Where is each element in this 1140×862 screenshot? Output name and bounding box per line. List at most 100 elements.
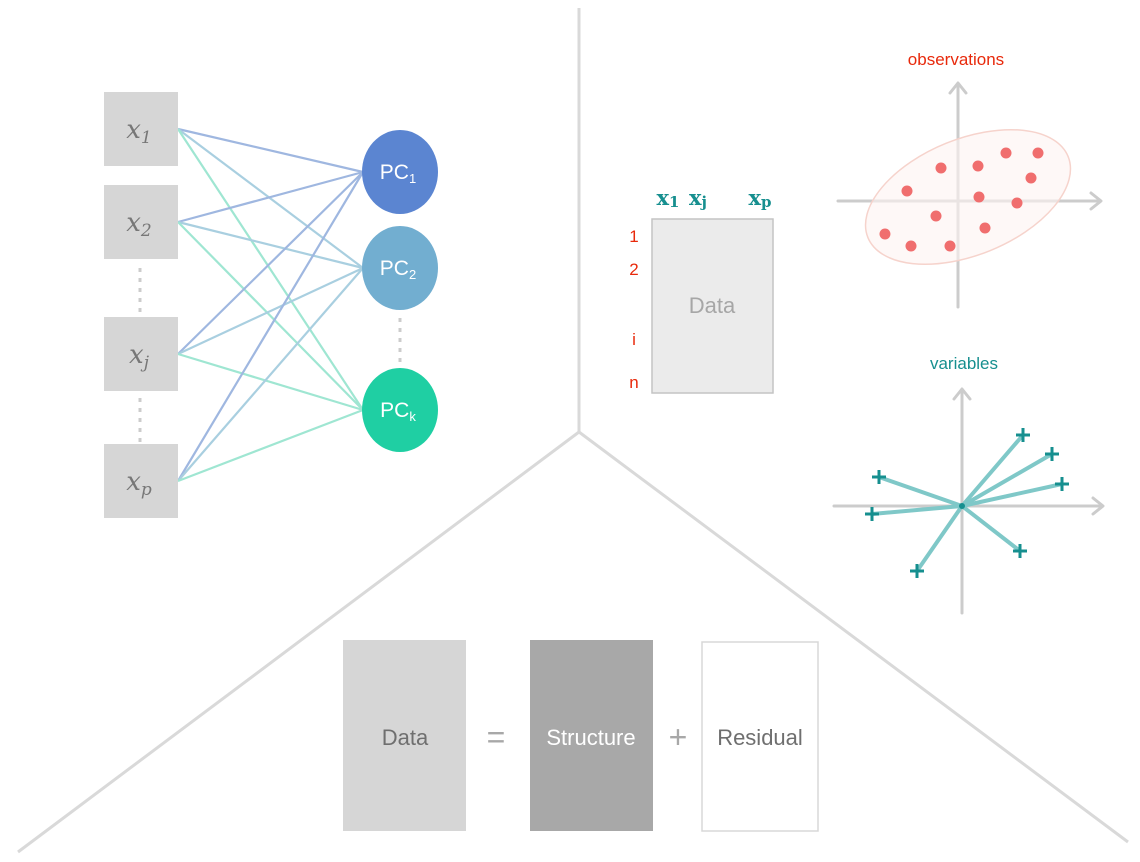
- input-variable-box: [104, 92, 178, 166]
- input-variable-label: xj: [129, 340, 150, 373]
- matrix-column-header-base: x: [748, 185, 761, 210]
- matrix-row-label: i: [632, 330, 636, 349]
- principal-component-label-base: PC: [380, 257, 409, 280]
- observation-point: [1000, 147, 1012, 159]
- equation-data-label: Data: [382, 725, 429, 750]
- network-edge: [177, 352, 364, 412]
- observation-point: [905, 240, 917, 252]
- variable-vector: [877, 475, 964, 508]
- principal-component-label-subscript: 1: [409, 171, 416, 186]
- variable-vector-marker: [1016, 428, 1030, 442]
- equation-residual-label: Residual: [717, 725, 803, 750]
- matrix-column-header-subscript: p: [761, 193, 772, 211]
- input-variable-label-subscript: p: [141, 480, 152, 500]
- principal-component-label: PC1: [380, 161, 416, 186]
- variable-vector-marker: [865, 507, 879, 521]
- equation-equals-sign: =: [487, 719, 506, 755]
- principal-component-label-subscript: 2: [409, 267, 416, 282]
- observations-confidence-ellipse: [864, 128, 1072, 266]
- observation-points: [879, 147, 1044, 252]
- input-variable-label-base: x: [129, 340, 144, 370]
- matrix-column-header-base: x: [689, 185, 702, 210]
- input-variable-label-base: x: [126, 115, 141, 145]
- matrix-column-header-subscript: 1: [669, 193, 679, 211]
- matrix-row-label: 2: [629, 260, 638, 279]
- equation-residual-box: [701, 641, 819, 832]
- principal-component-node: [362, 368, 438, 452]
- variable-vector-marker: [1013, 544, 1027, 558]
- observation-point: [1032, 147, 1044, 159]
- input-variable-box: [104, 185, 178, 259]
- observation-point: [930, 210, 942, 222]
- matrix-column-headers: x1 xj xp: [657, 185, 772, 211]
- variable-vector-marker: [1055, 477, 1069, 491]
- matrix-column-header: xj: [689, 185, 707, 211]
- variables-origin: [959, 503, 965, 509]
- equation-structure-box: [530, 640, 653, 831]
- variable-vector: [960, 433, 1025, 508]
- variable-vector: [915, 504, 964, 573]
- divider-left-diagonal: [17, 430, 580, 854]
- observations-plot: observations: [836, 50, 1103, 309]
- variable-vector: [960, 452, 1054, 508]
- principal-component-label-base: PC: [380, 161, 409, 184]
- principal-component-label-subscript: k: [409, 409, 416, 424]
- matrix-row-label: n: [629, 373, 638, 392]
- data-matrix-box: [651, 218, 774, 394]
- observation-point: [879, 228, 891, 240]
- variable-vector-marker: [910, 564, 924, 578]
- section-dividers: [17, 8, 1129, 854]
- variable-vector: [870, 504, 964, 516]
- network-edge: [177, 408, 364, 483]
- variables-y-arrowhead: [952, 387, 972, 401]
- variables-plot: variables: [832, 354, 1105, 615]
- matrix-column-header-base: x: [657, 185, 670, 210]
- observation-point: [901, 185, 913, 197]
- input-variable-label-subscript: 2: [140, 221, 152, 241]
- matrix-row-labels: 1 2 i n: [629, 227, 638, 392]
- observation-point: [972, 160, 984, 172]
- equation-plus-sign: +: [669, 719, 688, 755]
- observation-point: [1025, 172, 1037, 184]
- network-edge: [177, 127, 364, 174]
- divider-right-diagonal: [578, 430, 1129, 844]
- observations-y-arrowhead: [948, 81, 968, 95]
- observation-point: [973, 191, 985, 203]
- observation-point: [1011, 197, 1023, 209]
- variable-vector: [960, 504, 1022, 553]
- input-variable-box: [104, 444, 178, 518]
- network-edge: [177, 267, 364, 482]
- variable-loading-vectors: [865, 428, 1069, 578]
- principal-component-label: PC2: [380, 257, 416, 282]
- network-edge: [177, 171, 364, 355]
- input-variable-label-subscript: j: [140, 353, 150, 373]
- input-variable-label: x1: [126, 115, 152, 148]
- input-variable-label: xp: [126, 467, 152, 500]
- observation-point: [935, 162, 947, 174]
- principal-component-node: [362, 130, 438, 214]
- equation-structure-label: Structure: [546, 725, 635, 750]
- network-edge: [177, 220, 364, 270]
- observations-title: observations: [908, 50, 1004, 69]
- equation-data-box: [343, 640, 466, 831]
- variables-title: variables: [930, 354, 998, 373]
- variable-vector-marker: [872, 470, 886, 484]
- observation-point: [979, 222, 991, 234]
- network-edge: [177, 267, 364, 355]
- variable-vector-marker: [1045, 447, 1059, 461]
- matrix-column-header-subscript: j: [700, 193, 707, 211]
- variables-x-arrowhead: [1091, 496, 1105, 516]
- input-variable-label: x2: [126, 208, 152, 241]
- input-variable-label-base: x: [126, 467, 141, 497]
- network-edge: [177, 221, 364, 411]
- matrix-column-header: x1: [657, 185, 680, 211]
- observation-point: [944, 240, 956, 252]
- decomposition-equation: Data = Structure + Residual: [343, 640, 819, 832]
- network-edge: [177, 128, 364, 411]
- matrix-column-header: xp: [748, 185, 771, 211]
